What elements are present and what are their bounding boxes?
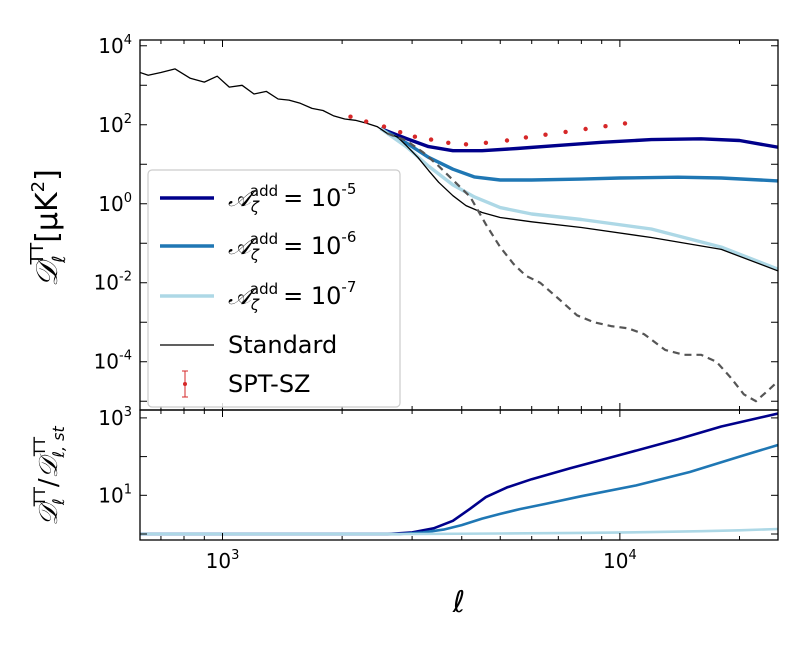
top-y-tick-label: 100 [98,191,132,216]
legend-label-a1e-6: 𝒜ζadd = 10-6 [228,228,356,264]
bottom-y-axis-label: 𝒟ℓTT/𝒟ℓ, stTT [30,426,68,526]
spt-sz-point [543,132,548,137]
x-tick-label: 104 [603,548,637,573]
legend-box [147,169,401,408]
top-series-a1e-6 [379,127,778,183]
bottom-series-a1e-6 [140,443,778,536]
top-series-a1e-7 [379,127,778,271]
spt-sz-point [504,138,510,143]
top-ylabel-unit: [μK [30,191,65,243]
spt-sz-point [364,119,369,124]
top-ylabel-sup: TT [27,242,48,266]
top-series-standard [140,68,778,272]
spt-sz-point [563,129,568,135]
top-series-a1e-5 [379,127,778,153]
spt-sz-point [398,130,403,135]
spt-sz-point [583,126,588,132]
top-y-tick-label: 10-4 [94,349,132,374]
x-axis-label: ℓ [452,585,465,620]
spt-sz-point [381,124,387,129]
top-y-tick-label: 10-2 [94,270,132,295]
spt-sz-point [622,121,628,126]
top-y-axis-label: 𝒟ℓTT[μK2] [27,169,70,287]
x-tick-label: 103 [206,548,240,573]
top-y-tick-label: 102 [98,112,132,137]
top-panel: 10-4 10-2 100 102 104 𝒟ℓTT[μK2] 𝒜ζadd = 10-5 … [27,33,779,411]
bottom-plot-area [140,412,778,536]
spt-sz-point [428,137,434,142]
bottom-ticks [140,410,778,540]
legend-label-a1e-5: 𝒜ζadd = 10-5 [228,180,356,216]
spt-sz-point [412,134,418,139]
top-y-tick-label: 104 [98,33,132,58]
legend-label-standard: Standard [228,331,337,359]
bottom-y-tick-label: 101 [98,482,132,507]
spt-sz-point [523,135,529,140]
top-ylabel-sub: ℓ [49,255,70,263]
legend: 𝒜ζadd = 10-5 𝒜ζadd = 10-6 𝒜ζadd = 10-7 Stan… [147,169,401,408]
top-ylabel-unit-sup: 2 [28,181,49,192]
bottom-series-a1e-7 [140,527,778,536]
top-ylabel-unit-end: ] [30,169,65,181]
bottom-y-tick-labels: 101 103 [98,405,132,507]
spt-sz-point [483,140,489,145]
top-series-primary [387,132,778,403]
bottom-x-tick-labels: 103 104 [206,548,637,573]
top-y-tick-labels: 10-4 10-2 100 102 104 [94,33,132,374]
bottom-panel: 101 103 103 104 𝒟ℓTT/𝒟ℓ, stTT ℓ [30,405,779,620]
bottom-axes-frame [139,409,779,541]
bottom-y-tick-label: 103 [98,405,132,430]
legend-label-spt-sz: SPT-SZ [228,370,311,398]
spt-sz-point [603,124,608,129]
spt-sz-point [446,140,451,145]
top-plot-area [140,68,778,403]
spt-sz-point [348,114,353,119]
legend-label-a1e-7: 𝒜ζadd = 10-7 [228,278,356,314]
legend-swatch-spt-sz [182,370,188,398]
spt-sz-point [463,142,469,147]
